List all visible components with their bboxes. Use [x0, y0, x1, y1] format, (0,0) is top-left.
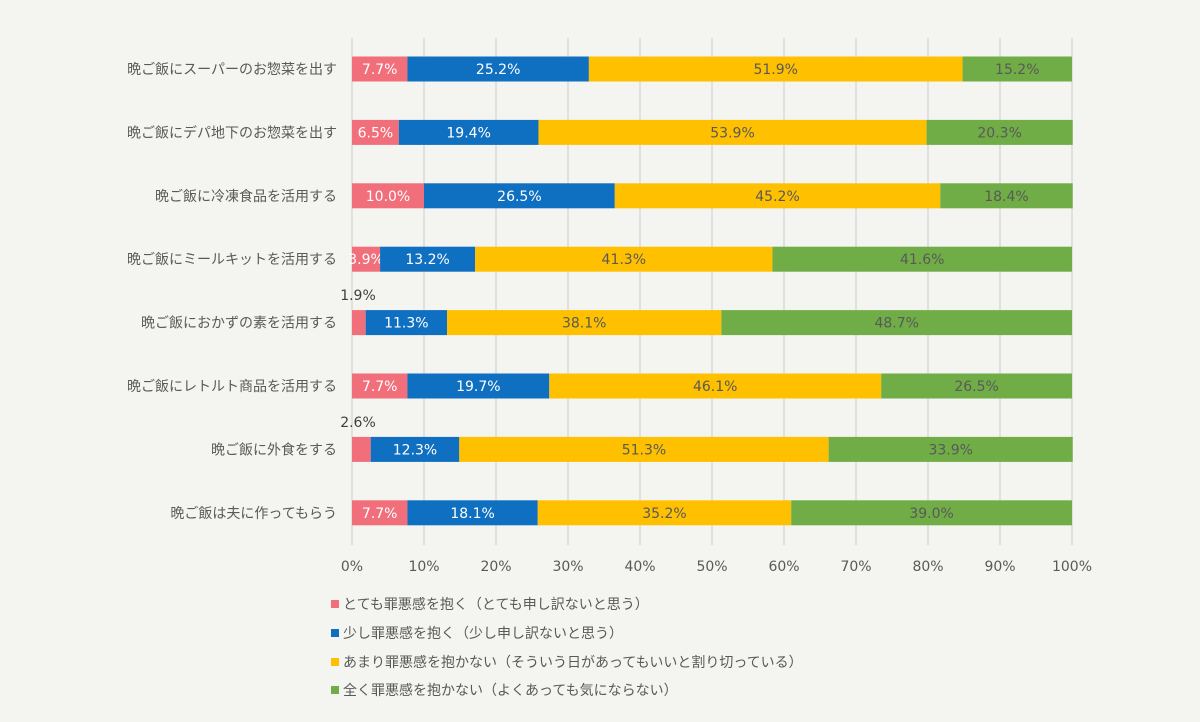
bar-segment — [352, 56, 408, 82]
data-label: 26.5% — [497, 189, 541, 205]
data-label: 3.9% — [348, 252, 384, 268]
legend-item: 少し罪悪感を抱く（少し申し訳ないと思う） — [331, 619, 803, 648]
data-label: 53.9% — [710, 125, 754, 141]
x-tick-label: 20% — [480, 559, 511, 575]
bar-segment — [407, 500, 538, 526]
bar-segment — [352, 119, 399, 145]
x-tick-label: 60% — [768, 559, 799, 575]
category-label: 晩ご飯にデパ地下のお惣菜を出す — [127, 124, 337, 141]
legend-label: 少し罪悪感を抱く（少し申し訳ないと思う） — [343, 626, 623, 643]
bar-segment — [370, 436, 460, 462]
bar-segment — [352, 310, 366, 336]
bar-segment — [352, 183, 424, 209]
data-label: 11.3% — [384, 316, 428, 332]
data-label: 41.6% — [900, 252, 944, 268]
bar-segment — [352, 373, 408, 399]
category-label: 晩ご飯にミールキットを活用する — [127, 251, 337, 268]
x-tick-label: 80% — [912, 559, 943, 575]
x-tick-label: 70% — [840, 559, 871, 575]
bar-segment — [828, 436, 1073, 462]
category-label: 晩ご飯に冷凍食品を活用する — [155, 188, 337, 205]
data-label: 25.2% — [476, 62, 520, 78]
bar-segment — [538, 119, 927, 145]
category-label: 晩ご飯に外食をする — [211, 441, 337, 458]
data-label: 45.2% — [755, 189, 799, 205]
bar-segment — [475, 246, 773, 272]
legend-label: 全く罪悪感を抱かない（よくあっても気にならない） — [343, 683, 678, 700]
category-label: 晩ご飯は夫に作ってもらう — [170, 505, 337, 522]
data-label: 19.7% — [456, 379, 500, 395]
bar-segment — [791, 500, 1072, 526]
legend-swatch — [331, 600, 339, 609]
bar-segment — [940, 183, 1073, 209]
category-label: 晩ご飯にスーパーのお惣菜を出す — [127, 61, 337, 78]
data-label: 19.4% — [446, 125, 490, 141]
bar-segment — [352, 436, 371, 462]
bar-segment — [881, 373, 1072, 399]
x-tick-label: 90% — [984, 559, 1015, 575]
bar-segment — [407, 373, 550, 399]
data-label: 10.0% — [366, 189, 410, 205]
bar-segment — [352, 500, 408, 526]
data-label: 6.5% — [358, 125, 394, 141]
data-label: 26.5% — [954, 379, 998, 395]
x-tick-label: 50% — [696, 559, 727, 575]
data-label: 15.2% — [995, 62, 1039, 78]
data-label: 1.9% — [340, 288, 376, 304]
data-label: 51.3% — [622, 442, 666, 458]
legend-label: とても罪悪感を抱く（とても申し訳ないと思う） — [343, 597, 649, 614]
legend-swatch — [331, 629, 339, 638]
legend-swatch — [331, 686, 339, 695]
data-label: 51.9% — [753, 62, 797, 78]
data-label: 46.1% — [693, 379, 737, 395]
legend-item: とても罪悪感を抱く（とても申し訳ないと思う） — [331, 590, 803, 619]
x-tick-label: 0% — [341, 559, 363, 575]
bar-segment — [447, 310, 722, 336]
x-tick-label: 30% — [552, 559, 583, 575]
category-label: 晩ご飯におかずの素を活用する — [141, 315, 337, 332]
x-tick-label: 10% — [408, 559, 439, 575]
data-label: 12.3% — [393, 442, 437, 458]
bar-segment — [407, 56, 589, 82]
data-label: 18.4% — [984, 189, 1028, 205]
bar-segment — [352, 246, 381, 272]
data-label: 7.7% — [362, 62, 398, 78]
bar-segment — [459, 436, 829, 462]
legend: とても罪悪感を抱く（とても申し訳ないと思う） 少し罪悪感を抱く（少し申し訳ないと思… — [331, 590, 803, 705]
category-label: 晩ご飯にレトルト商品を活用する — [127, 378, 337, 395]
x-tick-label: 40% — [624, 559, 655, 575]
bar-segment — [926, 119, 1073, 145]
data-label: 33.9% — [928, 442, 972, 458]
bar-segment — [772, 246, 1072, 272]
legend-label: あまり罪悪感を抱かない（そういう日があってもいいと割り切っている） — [343, 654, 803, 671]
data-label: 18.1% — [450, 506, 494, 522]
legend-item: あまり罪悪感を抱かない（そういう日があってもいいと割り切っている） — [331, 647, 803, 676]
legend-item: 全く罪悪感を抱かない（よくあっても気にならない） — [331, 676, 803, 705]
data-label: 35.2% — [642, 506, 686, 522]
bar-segment — [398, 119, 539, 145]
data-label: 7.7% — [362, 379, 398, 395]
data-label: 41.3% — [602, 252, 646, 268]
x-tick-label: 100% — [1052, 559, 1092, 575]
data-label: 7.7% — [362, 506, 398, 522]
bar-segment — [549, 373, 882, 399]
data-label: 2.6% — [340, 415, 376, 431]
data-label: 48.7% — [874, 316, 918, 332]
data-label: 13.2% — [405, 252, 449, 268]
bar-segment — [380, 246, 476, 272]
bar-segment — [614, 183, 941, 209]
bar-segment — [424, 183, 615, 209]
legend-swatch — [331, 657, 339, 666]
bar-segment — [537, 500, 792, 526]
bar-segment — [962, 56, 1072, 82]
bar-segment — [365, 310, 448, 336]
data-label: 38.1% — [562, 316, 606, 332]
bar-segment — [588, 56, 963, 82]
data-label: 39.0% — [909, 506, 953, 522]
bar-segment — [721, 310, 1072, 336]
data-label: 20.3% — [977, 125, 1021, 141]
